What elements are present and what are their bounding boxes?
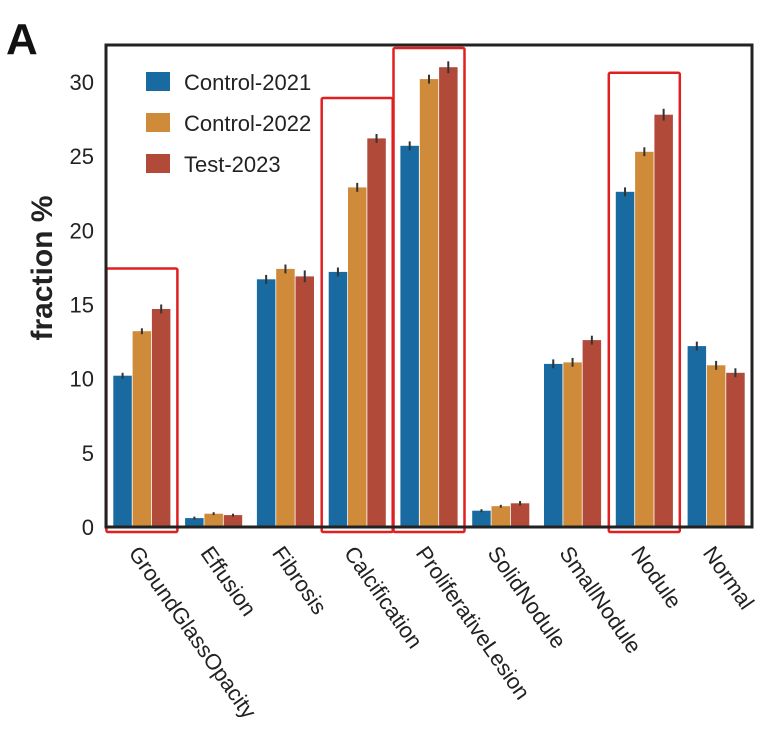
bar <box>328 271 348 527</box>
bar <box>132 331 152 527</box>
bar <box>276 268 295 527</box>
bar <box>544 363 563 527</box>
bar <box>348 187 367 527</box>
bar <box>113 375 132 527</box>
bar <box>491 506 510 527</box>
x-tick-label: GroundGlassOpacity <box>124 542 262 724</box>
bar <box>635 151 654 528</box>
bar <box>419 79 439 527</box>
legend-swatch <box>146 113 170 132</box>
y-tick-label: 25 <box>70 144 94 169</box>
y-tick-label: 20 <box>70 218 94 243</box>
bar <box>726 372 745 527</box>
y-tick-label: 0 <box>82 515 94 540</box>
legend-swatch <box>146 72 170 91</box>
y-tick-label: 10 <box>70 367 94 392</box>
highlight-box <box>607 71 682 534</box>
bar <box>185 518 204 527</box>
y-axis-title: fraction % <box>26 195 59 340</box>
bar <box>151 309 171 527</box>
bar <box>654 114 673 527</box>
y-tick-label: 30 <box>70 70 94 95</box>
bar <box>367 138 386 527</box>
y-tick-label: 5 <box>82 441 94 466</box>
x-tick-label: Nodule <box>626 542 686 613</box>
bar <box>510 503 530 527</box>
bar <box>295 276 314 527</box>
legend-swatch <box>146 154 170 173</box>
x-tick-label: Normal <box>698 542 759 614</box>
x-tick-label: Fibrosis <box>267 542 332 619</box>
bar <box>400 145 419 528</box>
bar <box>563 362 582 527</box>
bar <box>706 365 726 527</box>
bar <box>472 510 491 527</box>
legend-label: Control-2022 <box>184 111 311 136</box>
bar <box>256 279 276 527</box>
x-tick-label: Effusion <box>196 542 262 621</box>
legend-label: Control-2021 <box>184 70 311 95</box>
bar <box>223 515 243 527</box>
highlight-box <box>392 46 466 534</box>
bar <box>204 513 223 527</box>
bar <box>582 340 602 527</box>
panel-label: A <box>6 15 38 64</box>
y-tick-label: 15 <box>70 293 94 318</box>
plot-frame <box>104 43 754 529</box>
bar <box>615 191 635 528</box>
bar <box>439 67 458 527</box>
legend-label: Test-2023 <box>184 152 281 177</box>
bar <box>687 346 707 527</box>
legend: Control-2021 Control-2022 Test-2023 <box>146 70 311 177</box>
